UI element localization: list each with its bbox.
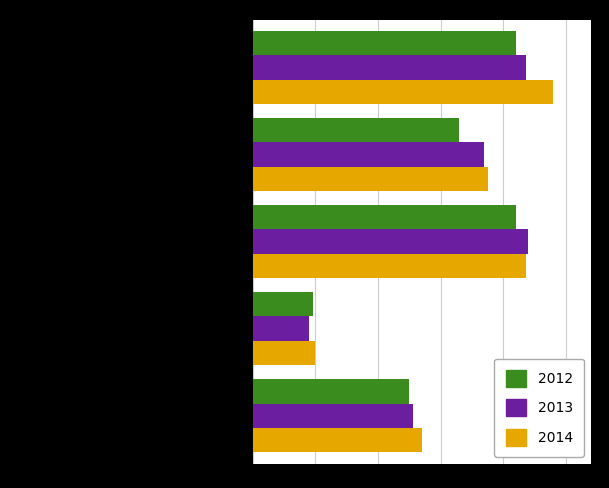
Bar <box>253 404 413 428</box>
Bar <box>253 167 488 191</box>
Bar <box>253 118 459 142</box>
Bar <box>253 55 526 80</box>
Legend: 2012, 2013, 2014: 2012, 2013, 2014 <box>495 359 584 457</box>
Bar <box>253 229 528 254</box>
Bar <box>253 428 421 452</box>
Bar <box>253 341 315 365</box>
Bar <box>253 205 516 229</box>
Bar <box>253 379 409 404</box>
Bar <box>253 254 526 278</box>
Bar <box>253 31 516 55</box>
Bar <box>253 142 484 167</box>
Bar <box>253 292 313 316</box>
Bar <box>253 316 309 341</box>
Bar <box>253 80 553 104</box>
